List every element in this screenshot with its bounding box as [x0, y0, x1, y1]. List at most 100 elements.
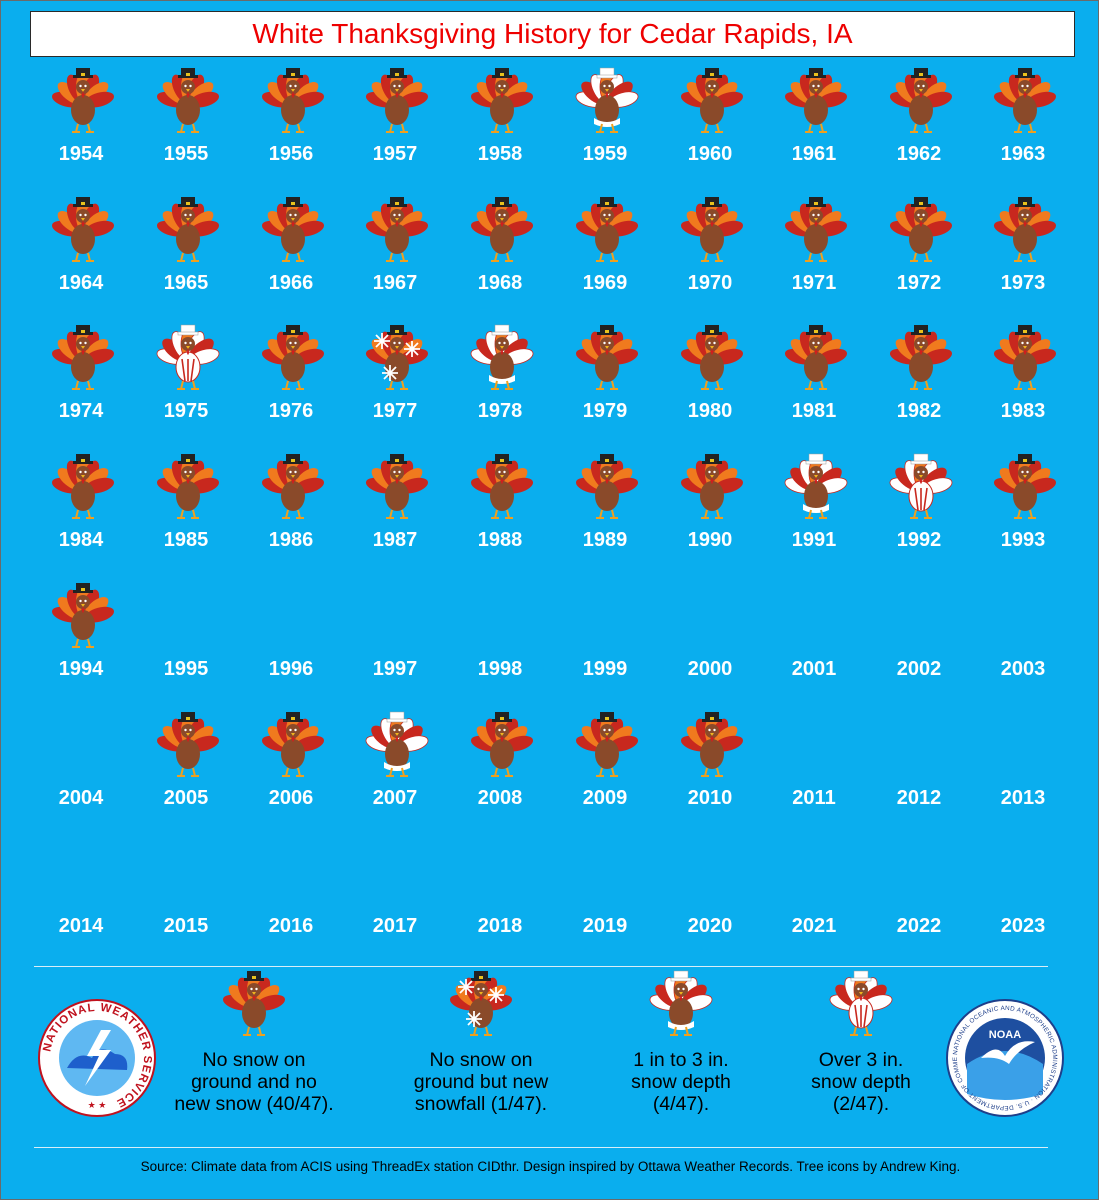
year-label: 2023	[1000, 915, 1046, 938]
year-cell: 2008	[455, 711, 545, 838]
year-label: 1978	[477, 400, 523, 423]
year-cell: 1964	[36, 196, 126, 323]
legend-item: No snow on ground and no new snow (40/47).	[164, 971, 344, 1115]
legend-label-line: No snow on	[202, 1049, 306, 1071]
year-cell: 1963	[978, 68, 1068, 194]
turkey-icon	[365, 711, 429, 777]
year-label: 2003	[1000, 657, 1046, 680]
turkey-icon	[470, 196, 534, 262]
year-cell: 1971	[769, 196, 859, 323]
year-label: 2001	[791, 657, 837, 680]
turkey-icon	[222, 971, 286, 1036]
year-label: 1961	[791, 143, 837, 165]
year-cell: 2021	[769, 846, 859, 966]
turkey-icon	[156, 196, 220, 262]
year-cell: 1961	[769, 68, 859, 194]
year-cell: 1957	[350, 68, 440, 194]
turkey-icon	[51, 325, 115, 391]
year-label: 1996	[268, 657, 314, 680]
turkey-icon	[156, 711, 220, 777]
year-label: 2017	[372, 915, 418, 938]
year-label: 2007	[372, 786, 418, 809]
turkey-icon	[156, 325, 220, 391]
chart-title: White Thanksgiving History for Cedar Rap…	[30, 11, 1075, 57]
legend-label-line: 1 in to 3 in.	[633, 1049, 729, 1071]
turkey-icon	[365, 325, 429, 391]
year-label: 1998	[477, 657, 523, 680]
year-cell: 1955	[141, 68, 231, 194]
year-label: 1992	[896, 529, 942, 552]
year-grid: 1954 1955 1956 1957	[1, 1, 1098, 961]
year-cell: 1967	[350, 196, 440, 323]
turkey-icon	[51, 454, 115, 520]
year-label: 2012	[896, 786, 942, 809]
legend-label: No snow on ground but new snowfall (1/47).	[391, 1049, 571, 1115]
year-cell: 2020	[665, 846, 755, 966]
turkey-icon	[680, 68, 744, 133]
year-label: 1986	[268, 529, 314, 552]
turkey-icon	[449, 971, 513, 1036]
legend-label-line: No snow on	[429, 1049, 533, 1071]
year-cell: 1968	[455, 196, 545, 323]
year-label: 1977	[372, 400, 418, 423]
legend-label-line: snow depth	[811, 1071, 911, 1093]
turkey-icon	[649, 970, 713, 1036]
year-cell: 1987	[350, 454, 440, 580]
turkey-icon	[261, 454, 325, 520]
turkey-icon	[470, 325, 534, 391]
legend-item: No snow on ground but new snowfall (1/47).	[391, 971, 571, 1115]
year-label: 1967	[372, 271, 418, 294]
year-cell: 1954	[36, 68, 126, 194]
year-label: 2002	[896, 657, 942, 680]
turkey-icon	[784, 68, 848, 133]
year-label: 1972	[896, 271, 942, 294]
legend-item: 1 in to 3 in. snow depth (4/47).	[591, 970, 771, 1115]
turkey-icon	[680, 711, 744, 777]
year-cell: 1994	[36, 582, 126, 709]
year-label: 2011	[792, 786, 836, 809]
year-cell: 1991	[769, 453, 859, 580]
turkey-icon	[993, 196, 1057, 262]
turkey-icon	[680, 325, 744, 391]
turkey-icon	[261, 196, 325, 262]
divider-bottom	[34, 1147, 1048, 1148]
year-label: 1990	[687, 529, 733, 552]
year-label: 1968	[477, 271, 523, 294]
turkey-icon	[680, 454, 744, 520]
year-cell: 1989	[560, 454, 650, 580]
turkey-icon	[993, 68, 1057, 133]
legend-label-line: ground but new	[413, 1071, 549, 1093]
year-cell: 1997	[350, 589, 440, 709]
year-cell: 1962	[874, 68, 964, 194]
year-label: 2008	[477, 786, 523, 809]
year-cell: 2019	[560, 846, 650, 966]
year-label: 1997	[372, 657, 418, 680]
year-label: 1979	[582, 400, 628, 423]
year-label: 1964	[58, 271, 104, 294]
year-cell: 1980	[665, 325, 755, 451]
year-cell: 1974	[36, 325, 126, 451]
year-cell: 1993	[978, 454, 1068, 580]
year-label: 2018	[477, 915, 523, 938]
year-cell: 1956	[246, 68, 336, 194]
year-cell: 2023	[978, 846, 1068, 966]
year-label: 1993	[1000, 529, 1046, 552]
year-cell: 2004	[36, 718, 126, 838]
turkey-icon	[993, 325, 1057, 391]
year-cell: 1959	[560, 67, 650, 194]
turkey-icon	[680, 196, 744, 262]
year-cell: 1973	[978, 196, 1068, 323]
year-cell: 1975	[141, 325, 231, 451]
year-label: 1957	[372, 143, 418, 165]
year-label: 1988	[477, 529, 523, 552]
year-cell: 1969	[560, 196, 650, 323]
year-label: 2016	[268, 915, 314, 938]
turkey-icon	[470, 454, 534, 520]
turkey-icon	[365, 196, 429, 262]
turkey-icon	[261, 325, 325, 391]
turkey-icon	[51, 196, 115, 262]
nws-logo: NATIONAL WEATHER SERVICE ★ ★	[37, 998, 157, 1118]
source-note: Source: Climate data from ACIS using Thr…	[140, 1159, 961, 1174]
year-label: 1980	[687, 400, 733, 423]
turkey-icon	[575, 67, 639, 133]
